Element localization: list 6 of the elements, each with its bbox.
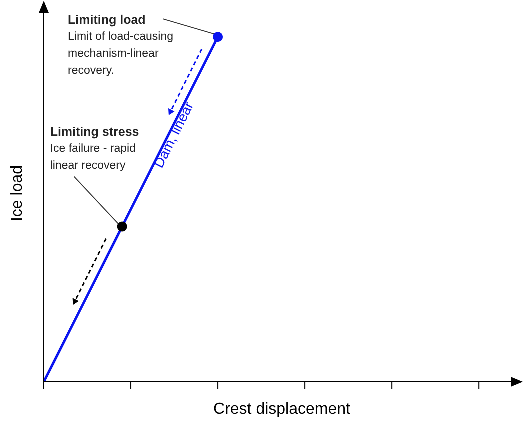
annotation: Limiting stress: [50, 124, 140, 139]
annotation: Ice failure - rapid linear recovery: [50, 142, 136, 172]
annotation: Limit of load-causing mechanism-linear recovery.: [68, 30, 175, 80]
text: Limiting load: [68, 12, 147, 30]
x-axis-title: Crest displacement: [214, 401, 352, 418]
y-axis-title: Ice load: [9, 165, 26, 222]
